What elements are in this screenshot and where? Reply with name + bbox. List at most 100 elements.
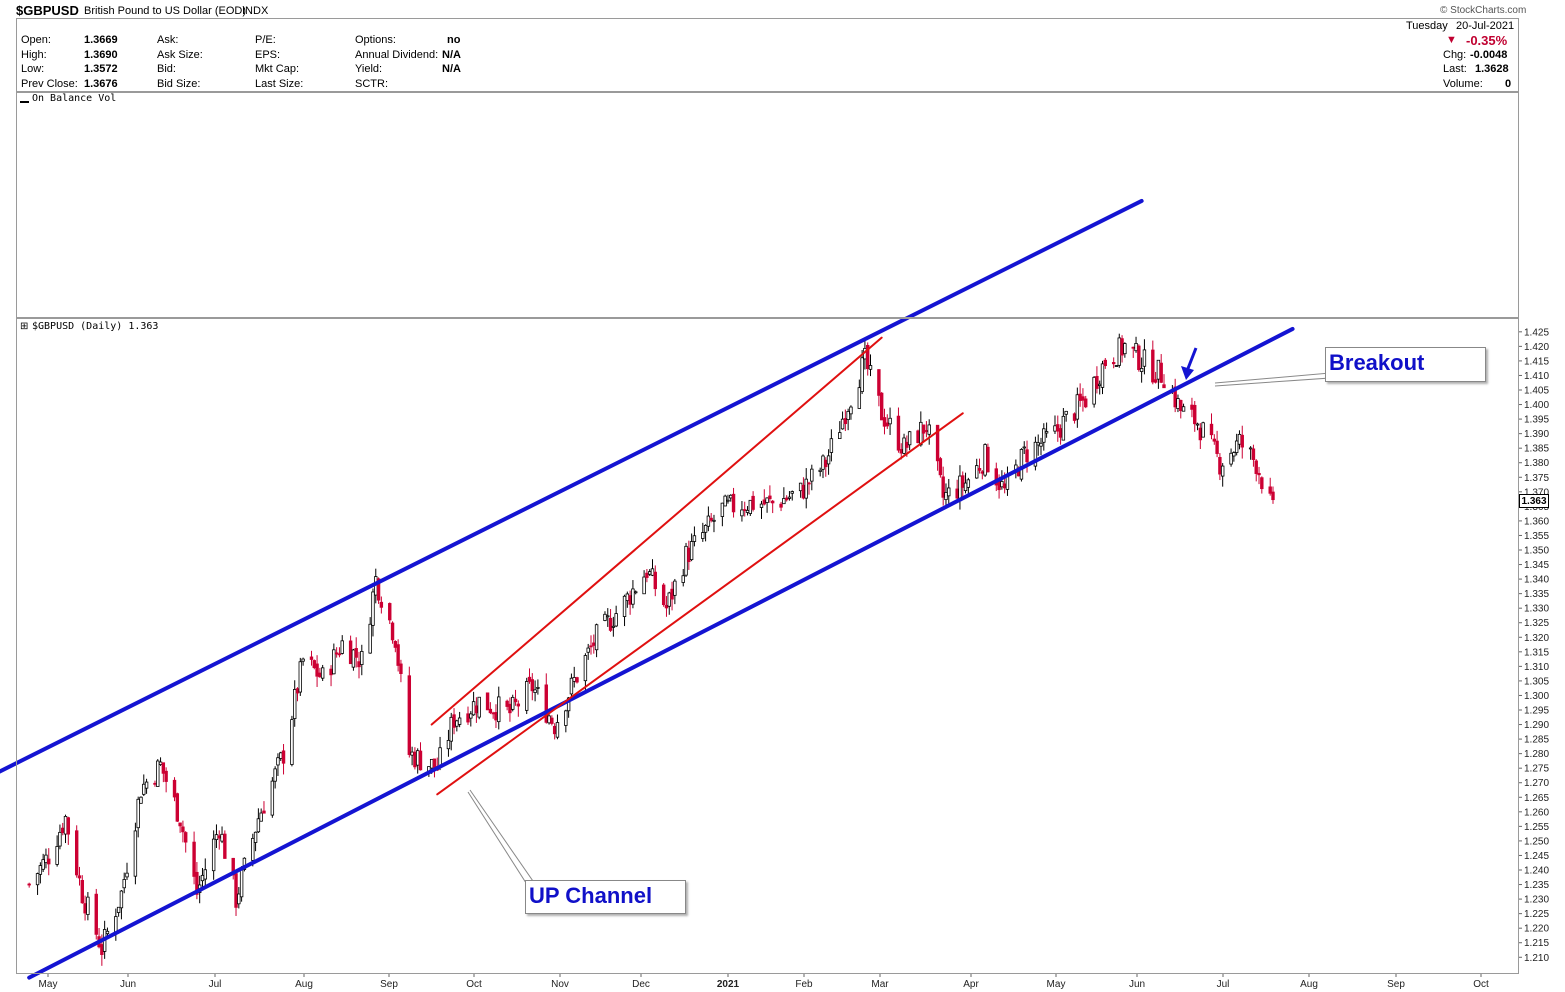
- candle-body: [838, 432, 842, 440]
- candle-body: [804, 478, 808, 499]
- candle-body: [941, 476, 945, 498]
- watermark: © StockCharts.com: [1440, 5, 1527, 16]
- candle-body: [866, 344, 870, 370]
- candle-body: [1232, 452, 1236, 457]
- candle-body: [161, 762, 166, 774]
- candle-body: [399, 663, 403, 674]
- candle-body: [569, 677, 574, 695]
- candle-body: [58, 831, 62, 847]
- candle-body: [1212, 438, 1217, 442]
- candle-body: [211, 838, 216, 872]
- candle-body: [594, 624, 599, 651]
- x-tick-label: Feb: [795, 979, 813, 990]
- candle-body: [779, 503, 783, 508]
- candle-body: [790, 491, 794, 494]
- x-tick-label: 2021: [717, 979, 740, 990]
- candle-body: [1137, 345, 1141, 370]
- x-tick-label: Jun: [1129, 979, 1145, 990]
- candle-body: [843, 418, 848, 425]
- breakout-arrow-head: [1181, 366, 1194, 380]
- y-tick-label: 1.340: [1524, 575, 1549, 586]
- price-legend-icon: ⊞: [20, 321, 29, 332]
- candle-body: [1240, 434, 1244, 448]
- x-tick-label: Oct: [1473, 979, 1489, 990]
- y-tick-label: 1.385: [1524, 444, 1549, 455]
- quote-box: [16, 18, 1519, 92]
- open-label: Open:: [21, 34, 51, 46]
- candle-body: [947, 487, 951, 497]
- y-tick-label: 1.280: [1524, 749, 1549, 760]
- price-legend: $GBPUSD (Daily) 1.363: [32, 321, 159, 332]
- candle-body: [1084, 398, 1088, 408]
- dividend-value: N/A: [442, 49, 461, 61]
- candle-body: [332, 649, 336, 675]
- x-tick-label: May: [39, 979, 58, 990]
- candle-body: [334, 652, 339, 655]
- candle-body: [907, 431, 912, 446]
- candle-body: [1111, 362, 1116, 365]
- candle-body: [446, 740, 451, 750]
- candle-body: [1268, 486, 1272, 494]
- y-tick-label: 1.420: [1524, 342, 1549, 353]
- candle-body: [74, 830, 79, 876]
- candle-body: [1209, 423, 1214, 436]
- candle-body: [977, 468, 982, 471]
- bid-size-label: Bid Size:: [157, 78, 201, 90]
- y-tick-label: 1.380: [1524, 458, 1549, 469]
- yield-value: N/A: [442, 63, 461, 75]
- y-tick-label: 1.300: [1524, 691, 1549, 702]
- x-tick-label: Dec: [632, 979, 650, 990]
- candle-body: [376, 578, 381, 601]
- candle-body: [1081, 396, 1085, 401]
- obv-legend-swatch: [20, 101, 29, 103]
- candle-body: [477, 696, 481, 718]
- candle-body: [661, 584, 666, 606]
- candle-body: [614, 613, 618, 627]
- candle-body: [237, 893, 241, 905]
- candle-body: [846, 411, 850, 420]
- x-tick-label: May: [1047, 979, 1066, 990]
- candle-body: [368, 623, 372, 654]
- candle-body: [555, 722, 560, 738]
- candle-body: [1042, 428, 1046, 443]
- candle-body: [1100, 363, 1105, 388]
- candle-body: [80, 879, 84, 904]
- candle-body: [611, 625, 616, 628]
- y-tick-label: 1.355: [1524, 531, 1549, 542]
- candle-body: [740, 509, 744, 517]
- candle-body: [706, 515, 711, 527]
- y-tick-label: 1.330: [1524, 604, 1549, 615]
- lower-channel-line: [27, 326, 1295, 980]
- candle-body: [142, 783, 146, 795]
- y-tick-label: 1.295: [1524, 706, 1549, 717]
- x-tick-label: Jul: [209, 979, 222, 990]
- last-price-badge: 1.363: [1519, 494, 1549, 508]
- candle-body: [653, 571, 657, 590]
- prev-close-label: Prev Close:: [21, 78, 78, 90]
- candle-body: [256, 818, 261, 833]
- candle-body: [829, 438, 834, 453]
- candle-body: [192, 841, 196, 877]
- candle-body: [1095, 375, 1099, 389]
- y-tick-label: 1.240: [1524, 866, 1549, 877]
- candle-body: [485, 692, 490, 711]
- y-tick-label: 1.395: [1524, 415, 1549, 426]
- candle-body: [622, 595, 627, 617]
- candle-body: [276, 757, 280, 766]
- last-size-label: Last Size:: [255, 78, 304, 90]
- inner-lower-line: [436, 412, 964, 796]
- candle-body: [1123, 343, 1127, 355]
- candle-body: [608, 617, 613, 631]
- candle-body: [634, 591, 638, 594]
- candle-body: [879, 392, 884, 421]
- candle-body: [290, 719, 294, 765]
- candle-body: [379, 601, 384, 608]
- candle-body: [961, 475, 965, 488]
- candle-body: [530, 679, 534, 692]
- candle-body: [281, 750, 286, 764]
- candle-body: [457, 717, 462, 725]
- y-tick-label: 1.320: [1524, 633, 1549, 644]
- y-tick-label: 1.415: [1524, 356, 1549, 367]
- obv-legend: On Balance Vol: [32, 93, 117, 104]
- candle-body: [564, 710, 568, 726]
